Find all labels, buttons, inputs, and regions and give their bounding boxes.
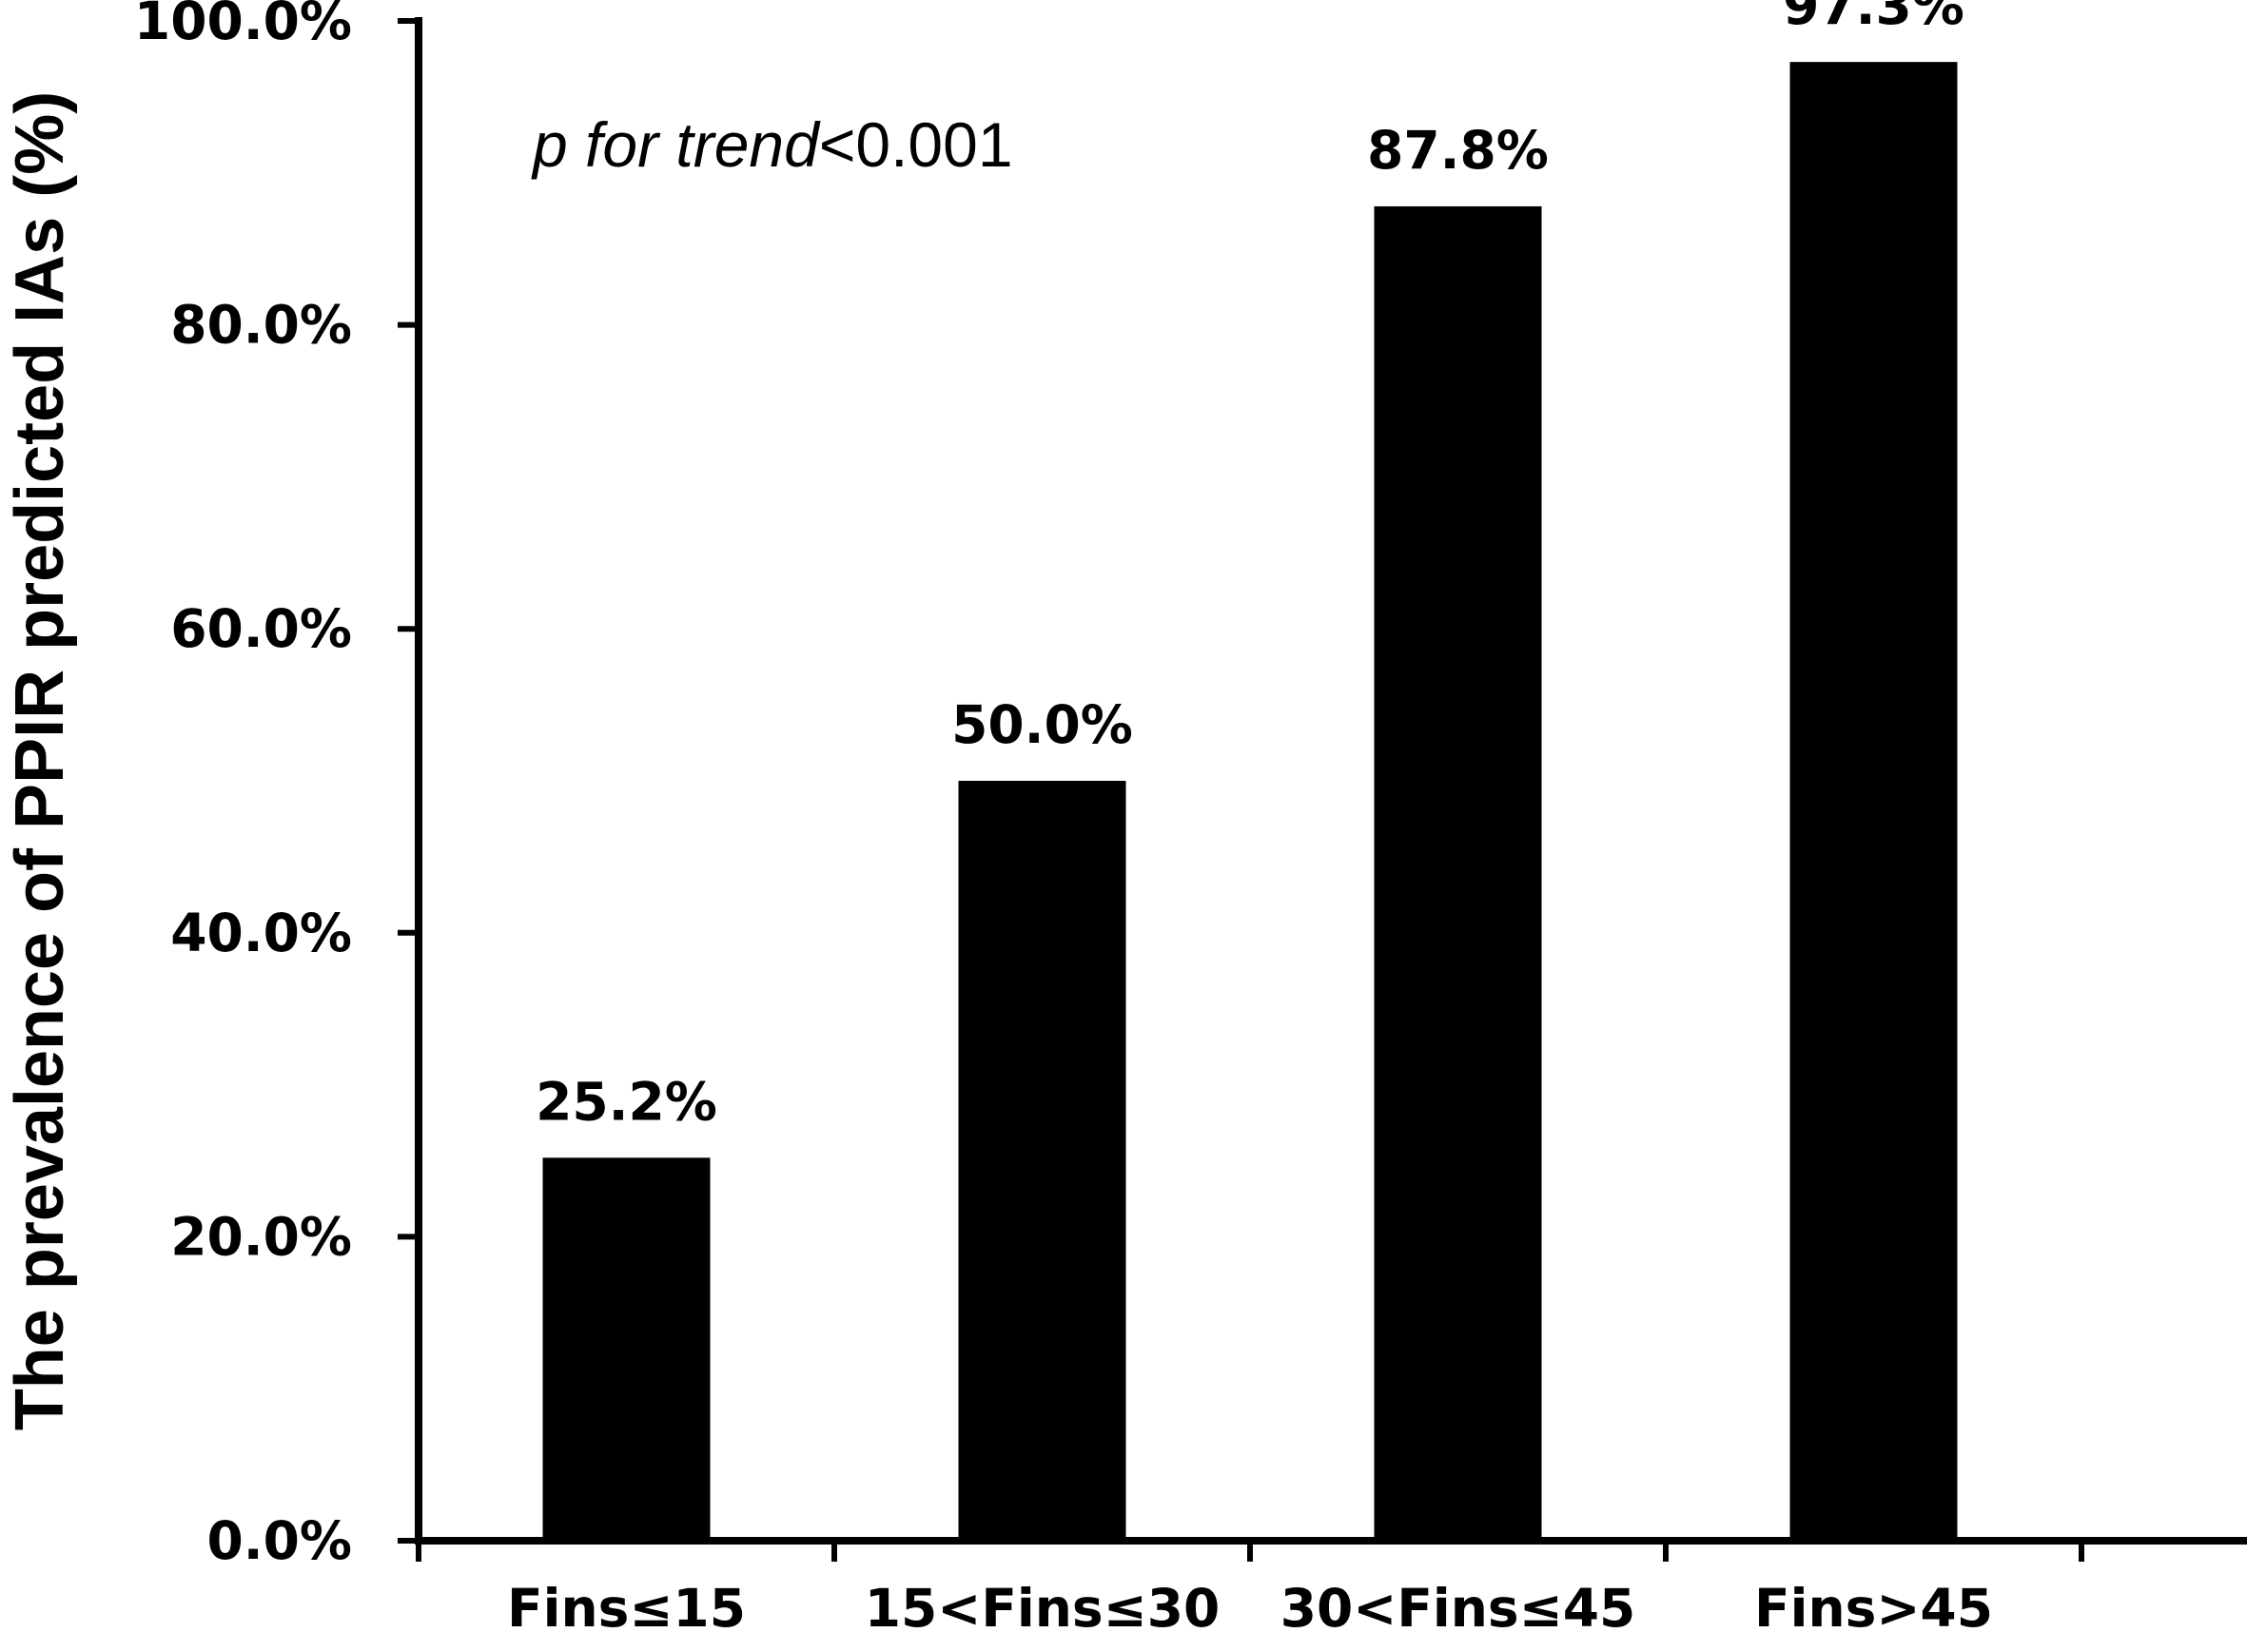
- y-tick-label: 60.0%: [170, 598, 352, 659]
- data-label: 25.2%: [536, 1071, 717, 1132]
- bar: [1789, 62, 1958, 1541]
- y-tick-label: 0.0%: [206, 1510, 352, 1571]
- bar: [958, 781, 1126, 1541]
- x-category-label: 30<Fins≤45: [1280, 1578, 1636, 1639]
- trend-annotation-value: <0.001: [819, 109, 1013, 180]
- data-label: 50.0%: [951, 694, 1133, 755]
- data-label: 97.3%: [1783, 0, 1964, 36]
- y-tick-label: 40.0%: [170, 903, 352, 963]
- y-tick-label: 20.0%: [170, 1206, 352, 1267]
- data-label: 87.8%: [1367, 120, 1549, 181]
- x-category-label: 15<Fins≤30: [865, 1578, 1221, 1639]
- trend-annotation: p for trend<0.001: [531, 109, 1013, 180]
- bar: [1374, 205, 1542, 1541]
- y-tick-label: 100.0%: [134, 0, 352, 51]
- y-tick-label: 80.0%: [170, 295, 352, 356]
- trend-annotation-italic: p for trend: [531, 109, 821, 180]
- y-axis-title: The prevalence of PPIR predicted IAs (%): [2, 91, 78, 1430]
- bar: [542, 1157, 711, 1541]
- x-category-label: Fins≤15: [507, 1578, 746, 1639]
- x-category-label: Fins>45: [1754, 1578, 1993, 1639]
